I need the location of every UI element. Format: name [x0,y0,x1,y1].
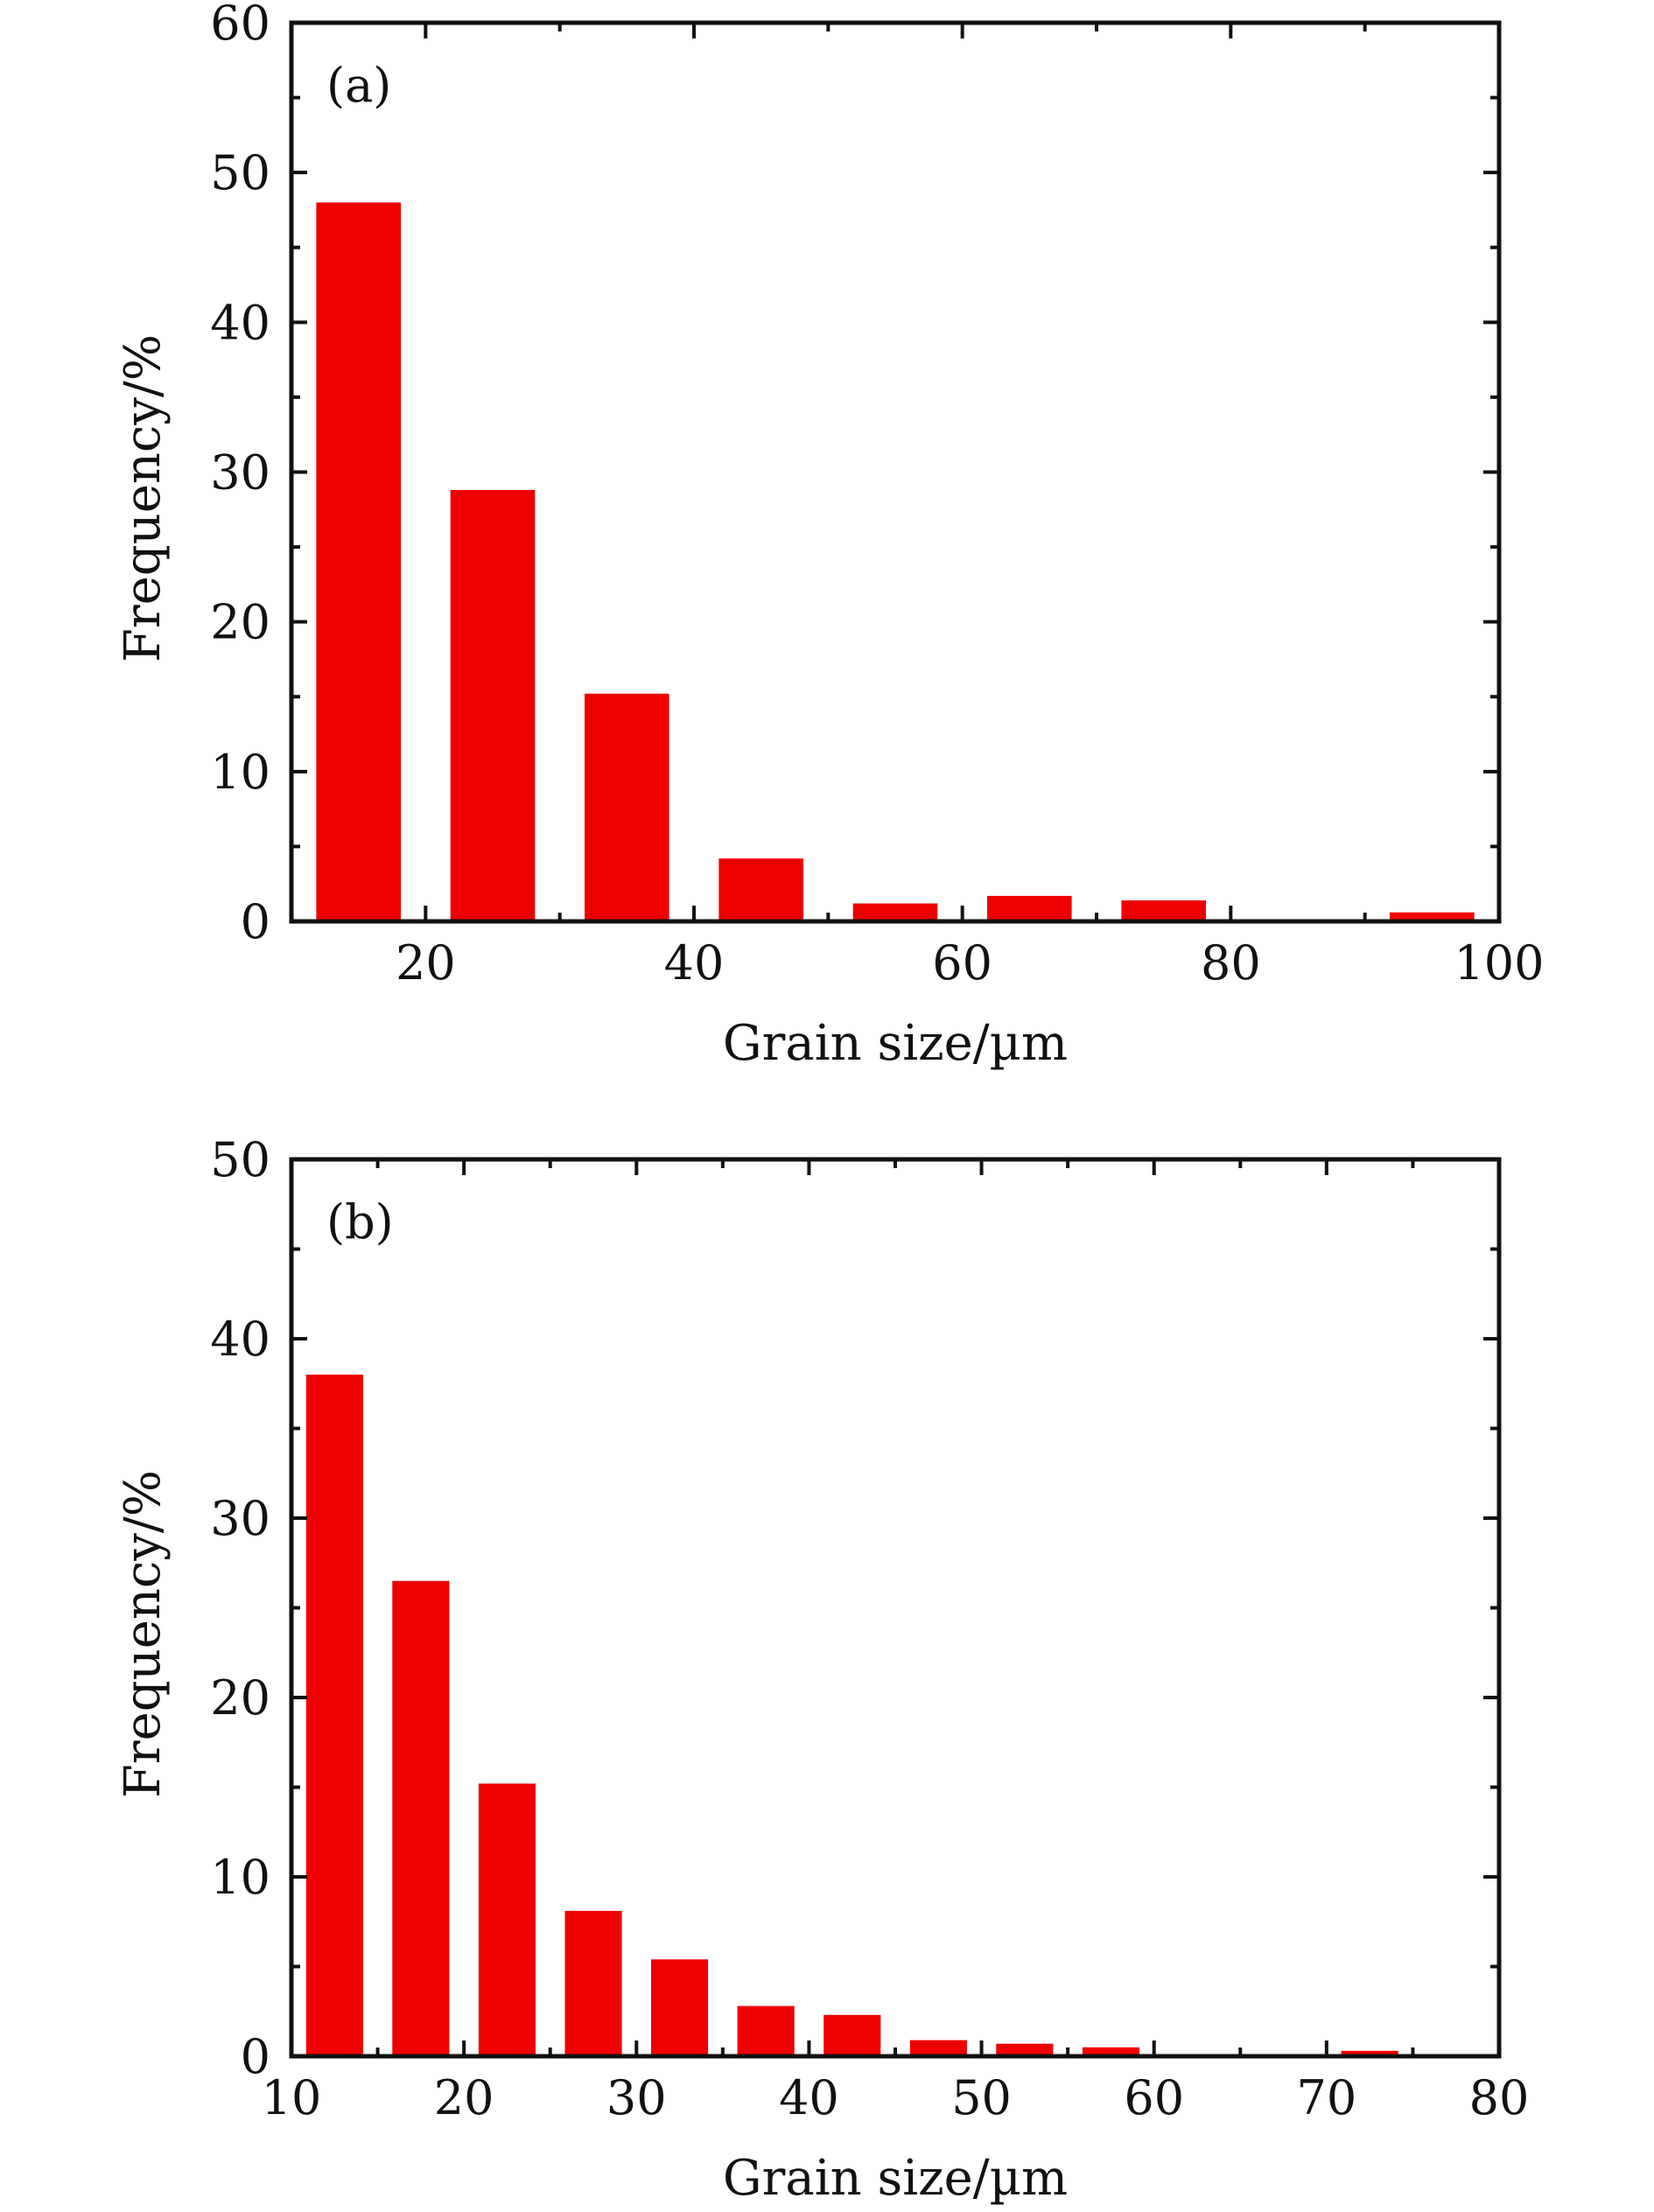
x-tick-label: 80 [1201,935,1261,990]
y-tick-label: 50 [210,145,270,200]
plot-frame [289,1157,1502,2059]
bar [478,1783,536,2056]
bar [651,1959,709,2056]
bar [564,1910,622,2056]
y-tick-label: 40 [210,1312,270,1367]
y-tick-label: 50 [210,1132,270,1187]
x-tick-label: 30 [606,2070,667,2125]
bar [737,2006,795,2056]
y-tick-label: 0 [241,894,270,949]
x-tick-label: 50 [951,2070,1012,2125]
x-tick-label: 20 [434,2070,494,2125]
bar [1082,2047,1139,2057]
y-axis-title: Frequency/% [115,334,172,662]
x-tick-label: 70 [1296,2070,1356,2125]
x-tick-label: 40 [664,935,725,990]
x-tick-label: 60 [932,935,992,990]
bar [987,895,1072,921]
bar [909,2040,967,2056]
y-tick-label: 20 [210,1670,270,1726]
bar [1390,912,1475,921]
y-axis-title: Frequency/% [115,1470,172,1798]
x-tick-label: 100 [1454,935,1544,990]
bar [718,858,803,921]
x-axis-title: Grain size/µm [723,2150,1068,2207]
x-tick-label: 60 [1124,2070,1184,2125]
y-tick-label: 30 [210,445,270,500]
y-tick-label: 20 [210,595,270,650]
x-tick-label: 10 [262,2070,322,2125]
bar [996,2043,1054,2056]
y-tick-label: 0 [241,2029,270,2084]
bar [392,1580,450,2057]
bar [1121,900,1206,921]
plot-frame [289,20,1502,924]
y-tick-label: 30 [210,1491,270,1546]
y-tick-label: 10 [210,1850,270,1905]
bar [450,490,536,921]
y-tick-label: 40 [210,295,270,350]
bar [1341,2050,1398,2056]
x-tick-label: 20 [396,935,456,990]
bar [585,693,669,921]
y-tick-label: 10 [210,745,270,800]
x-tick-label: 80 [1469,2070,1530,2125]
bar [316,202,401,921]
panel-a: 20 40 60 80 100 0 10 20 30 40 50 60 Grain size/µm Fre… [115,0,1545,1072]
bar [823,2014,881,2056]
bar [852,903,938,921]
panel-label: (b) [326,1194,394,1250]
bar [305,1375,363,2056]
y-tick-label: 60 [210,0,270,51]
panel-label: (a) [326,58,391,113]
x-tick-label: 40 [779,2070,839,2125]
x-axis-title: Grain size/µm [723,1015,1068,1072]
